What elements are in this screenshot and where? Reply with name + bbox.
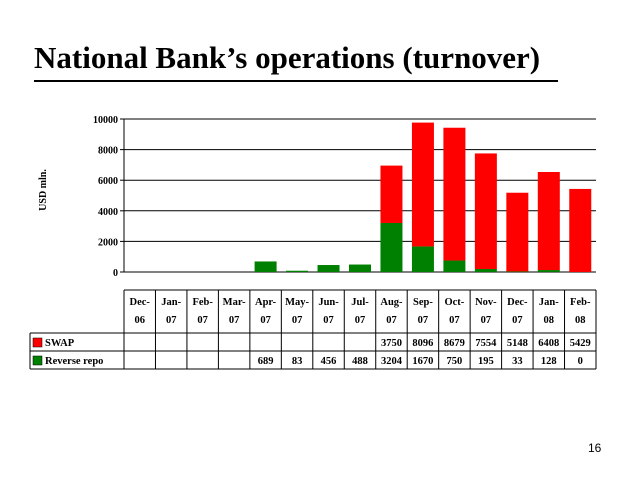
bar-reverse-repo <box>506 271 529 272</box>
data-value: 3750 <box>381 338 402 349</box>
category-label-year: 07 <box>197 315 208 326</box>
bar-reverse-repo <box>474 269 497 272</box>
data-value: 7554 <box>475 338 497 349</box>
data-value: 750 <box>447 356 463 367</box>
bar-swap <box>506 192 529 272</box>
category-label-month: Jan- <box>161 297 181 308</box>
data-value: 8679 <box>444 338 465 349</box>
y-tick-label: 10000 <box>93 115 118 126</box>
category-label-month: Aug- <box>380 297 403 308</box>
category-label-month: Mar- <box>223 297 246 308</box>
y-axis: 0 2000 4000 6000 8000 10000 <box>93 115 125 279</box>
bar-reverse-repo <box>380 222 403 272</box>
category-label-year: 06 <box>134 315 145 326</box>
legend-label: Reverse repo <box>45 356 103 367</box>
bars <box>254 122 592 272</box>
data-value: 488 <box>352 356 368 367</box>
category-label-month: Feb- <box>570 297 591 308</box>
category-label-year: 07 <box>292 315 303 326</box>
data-value: 1670 <box>412 356 433 367</box>
y-tick-label: 0 <box>113 268 118 279</box>
category-label-month: Dec- <box>507 297 528 308</box>
category-label-month: Jan- <box>539 297 559 308</box>
category-label-year: 07 <box>260 315 271 326</box>
bar-reverse-repo <box>537 270 560 272</box>
bar-reverse-repo <box>254 261 277 272</box>
data-value: 83 <box>292 356 303 367</box>
category-label-month: Feb- <box>192 297 213 308</box>
category-label-year: 08 <box>544 315 555 326</box>
category-label-month: Oct- <box>444 297 464 308</box>
data-value: 33 <box>512 356 523 367</box>
data-value: 3204 <box>381 356 403 367</box>
bar-reverse-repo <box>349 264 371 272</box>
bar-swap <box>537 171 560 271</box>
y-tick-label: 4000 <box>98 207 118 218</box>
y-tick-label: 6000 <box>98 176 118 187</box>
category-label-year: 07 <box>166 315 177 326</box>
bar-reverse-repo <box>317 265 340 272</box>
category-label-month: May- <box>285 297 309 308</box>
legend-key <box>32 355 43 366</box>
bar-reverse-repo <box>443 260 466 272</box>
legend-key <box>32 337 43 348</box>
bar-swap <box>443 127 466 261</box>
data-value: 195 <box>478 356 494 367</box>
category-label-month: Dec- <box>130 297 151 308</box>
category-label-year: 07 <box>512 315 523 326</box>
category-label-year: 07 <box>323 315 334 326</box>
data-table: Dec- 06 Jan- 07 Feb- 07 Mar- 07 Apr- 07 May- 07 Jun-… <box>29 289 597 370</box>
data-value: 5148 <box>507 338 528 349</box>
y-tick-label: 2000 <box>98 237 118 248</box>
data-value: 5429 <box>570 338 591 349</box>
data-value: 6408 <box>538 338 559 349</box>
bar-reverse-repo <box>411 246 434 272</box>
y-tick-label: 8000 <box>98 146 118 157</box>
category-label-month: Jul- <box>351 297 369 308</box>
bar-reverse-repo <box>286 270 309 272</box>
y-axis-label: USD mln. <box>38 169 49 211</box>
bar-swap <box>411 122 434 247</box>
category-label-month: Apr- <box>255 297 277 308</box>
category-label-year: 08 <box>575 315 586 326</box>
category-label-year: 07 <box>386 315 397 326</box>
category-label-year: 07 <box>481 315 492 326</box>
category-label-year: 07 <box>355 315 366 326</box>
legend-label: SWAP <box>45 338 75 349</box>
bar-swap <box>380 165 403 223</box>
bar-swap <box>474 153 497 270</box>
category-label-month: Nov- <box>475 297 497 308</box>
data-value: 128 <box>541 356 557 367</box>
slide-title: National Bank’s operations (turnover) <box>34 40 541 75</box>
category-label-year: 07 <box>229 315 240 326</box>
title-underline <box>34 80 558 82</box>
data-value: 689 <box>258 356 274 367</box>
category-label-year: 07 <box>449 315 460 326</box>
page-number: 16 <box>588 441 602 455</box>
bar-swap <box>569 188 592 272</box>
data-value: 8096 <box>412 338 433 349</box>
data-value: 456 <box>321 356 337 367</box>
category-label-year: 07 <box>418 315 429 326</box>
category-label-month: Jun- <box>318 297 339 308</box>
category-label-month: Sep- <box>413 297 433 308</box>
data-value: 0 <box>578 356 583 367</box>
